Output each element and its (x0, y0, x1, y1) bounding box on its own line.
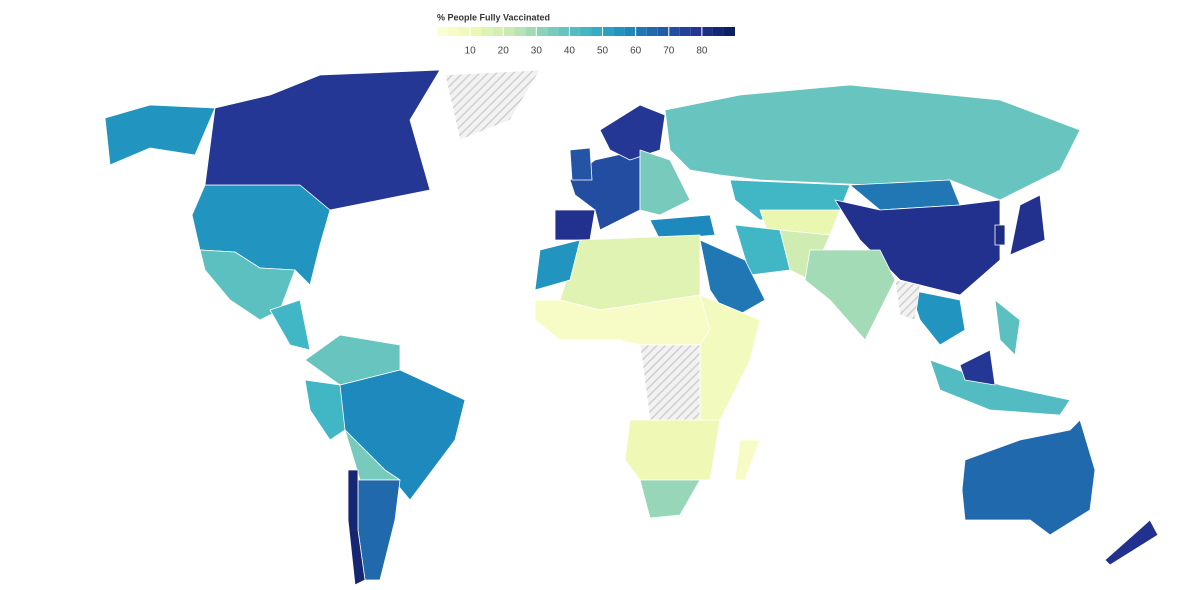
region (1009, 194, 1046, 256)
colorbar-swatch (481, 27, 493, 36)
region (204, 69, 441, 211)
region (649, 214, 716, 241)
region (304, 334, 401, 386)
region (849, 179, 961, 211)
region (961, 419, 1096, 536)
region (699, 239, 766, 321)
region (959, 349, 996, 386)
colorbar-swatch (569, 27, 581, 36)
region (1104, 519, 1159, 566)
colorbar-swatch (668, 27, 680, 36)
region (639, 149, 691, 216)
region (734, 439, 761, 481)
region (624, 419, 721, 481)
region (554, 209, 596, 241)
colorbar-swatch (437, 27, 449, 36)
region (994, 299, 1021, 356)
colorbar-swatch (701, 27, 713, 36)
colorbar-swatch (536, 27, 548, 36)
tick-label: 70 (663, 46, 675, 57)
region (599, 104, 666, 161)
colorbar-swatch (712, 27, 724, 36)
colorbar-swatch (602, 27, 614, 36)
colorbar-swatch (525, 27, 537, 36)
tick-label: 50 (597, 46, 609, 57)
region (347, 469, 366, 586)
colorbar-swatch (558, 27, 570, 36)
region (444, 69, 541, 141)
colorbar-swatch (580, 27, 592, 36)
colorbar-swatch (635, 27, 647, 36)
region (357, 479, 401, 581)
region (269, 299, 311, 351)
colorbar: 10 20 30 40 50 60 70 80 (437, 27, 735, 57)
colorbar-swatch (690, 27, 702, 36)
colorbar-swatch (591, 27, 603, 36)
region (639, 479, 701, 519)
tick-label: 20 (498, 46, 510, 57)
colorbar-swatch (679, 27, 691, 36)
region (664, 84, 1081, 201)
colorbar-swatch (514, 27, 526, 36)
tick-label: 30 (531, 46, 543, 57)
legend-title: % People Fully Vaccinated (437, 12, 550, 22)
region (894, 279, 921, 321)
regions (104, 69, 1159, 586)
colorbar-swatch (624, 27, 636, 36)
colorbar-swatch (448, 27, 460, 36)
region (639, 344, 701, 421)
region (699, 294, 761, 421)
colorbar-swatch (657, 27, 669, 36)
colorbar-swatch (492, 27, 504, 36)
colorbar-swatch (613, 27, 625, 36)
colorbar-swatch (547, 27, 559, 36)
region (804, 249, 896, 341)
tick-label: 60 (630, 46, 642, 57)
colorbar-swatch (723, 27, 735, 36)
region (994, 224, 1006, 246)
colorbar-swatch (459, 27, 471, 36)
tick-label: 80 (696, 46, 708, 57)
colorbar-swatch (646, 27, 658, 36)
colorbar-swatch (470, 27, 482, 36)
region (534, 239, 581, 291)
colorbar-swatch (503, 27, 515, 36)
tick-label: 40 (564, 46, 576, 57)
region (929, 359, 1071, 416)
region (569, 147, 593, 181)
region (909, 289, 966, 346)
region (304, 379, 346, 441)
tick-label: 10 (465, 46, 477, 57)
